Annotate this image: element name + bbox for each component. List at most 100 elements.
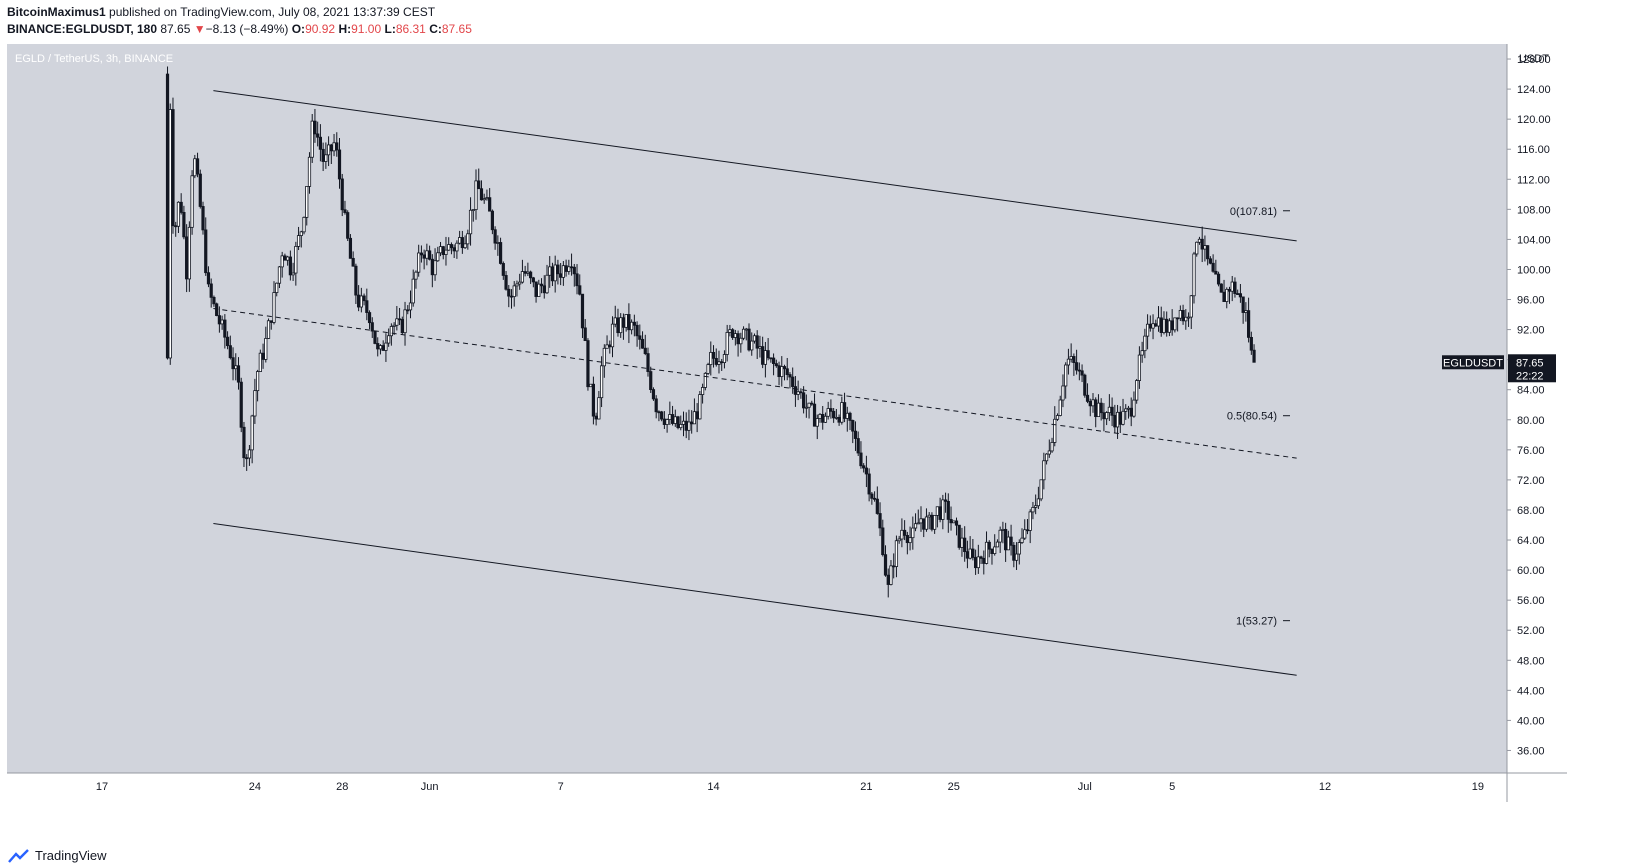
candle-body	[569, 266, 574, 269]
candle-body	[357, 294, 361, 308]
candle-body	[1249, 337, 1253, 351]
y-tick-label: 68.00	[1517, 505, 1545, 517]
candle-body	[591, 383, 596, 417]
candle-body	[228, 345, 232, 359]
y-tick-label: 128.00	[1517, 54, 1551, 66]
candle-body	[1184, 316, 1188, 322]
candle-body	[903, 529, 907, 536]
candle-body	[520, 271, 525, 283]
candle-body	[239, 381, 243, 428]
candle-body	[933, 514, 937, 530]
y-tick-label: 44.00	[1517, 685, 1545, 697]
candle-body	[507, 288, 511, 297]
chart-title: EGLD / TetherUS, 3h, BINANCE	[15, 53, 173, 65]
candle-body	[1044, 453, 1049, 462]
candle-body	[190, 175, 194, 228]
author-name[interactable]: BitcoinMaximus1	[7, 5, 106, 19]
candle-body	[1200, 238, 1204, 250]
candle-body	[1143, 335, 1147, 352]
candle-body	[845, 412, 849, 419]
candle-body	[471, 209, 475, 211]
candle-body	[930, 514, 934, 530]
y-tick-label: 72.00	[1517, 475, 1545, 487]
candle-body	[490, 210, 494, 231]
candle-body	[488, 197, 492, 212]
candle-body	[463, 243, 467, 249]
high-value: 91.00	[351, 22, 382, 36]
candle-body	[1216, 273, 1221, 285]
channel-mid	[213, 308, 1297, 459]
candle-body	[408, 302, 413, 311]
candle-body	[583, 327, 587, 342]
candle-body	[466, 233, 470, 245]
candle-body	[1151, 323, 1155, 329]
close-value: 87.65	[441, 22, 472, 36]
candle-body	[329, 144, 333, 152]
y-tick-label: 76.00	[1517, 445, 1545, 457]
candle-body	[378, 345, 383, 350]
candle-body	[905, 534, 909, 544]
candle-body	[711, 351, 716, 359]
candle-body	[589, 383, 593, 388]
candle-body	[703, 372, 707, 388]
candle-body	[1230, 281, 1234, 292]
price-chart[interactable]: 36.00 40.00 44.00 48.00 52.00 56.00 60.00 64.00…	[7, 44, 1567, 802]
candle-body	[1072, 356, 1076, 364]
candle-body	[305, 186, 309, 218]
x-tick-label: Jun	[421, 781, 439, 793]
candle-body	[946, 500, 950, 520]
candle-body	[750, 340, 754, 351]
candle-body	[864, 467, 869, 475]
candle-body	[957, 524, 961, 548]
candle-body	[479, 188, 484, 201]
candle-body	[531, 277, 535, 283]
candle-body	[572, 266, 576, 275]
candle-body	[1042, 460, 1046, 481]
candle-body	[744, 328, 748, 331]
candle-body	[602, 347, 606, 367]
candle-body	[799, 391, 803, 394]
candle-body	[886, 574, 890, 585]
candle-body	[654, 398, 658, 413]
candle-body	[275, 282, 279, 293]
candle-body	[632, 321, 636, 326]
candle-body	[627, 314, 631, 331]
candle-body	[974, 557, 978, 569]
candle-body	[1085, 394, 1090, 402]
candle-body	[943, 499, 948, 502]
candle-body	[949, 518, 953, 524]
brand-name[interactable]: TradingView	[35, 848, 107, 863]
candle-body	[354, 265, 358, 296]
candle-body	[1186, 316, 1191, 319]
chart-panel[interactable]: 36.00 40.00 44.00 48.00 52.00 56.00 60.00 64.00…	[7, 44, 1567, 802]
channel-lower	[213, 522, 1297, 676]
candle-body	[662, 418, 666, 425]
low-value: 86.31	[395, 22, 426, 36]
candle-body	[646, 353, 650, 372]
candle-body	[269, 320, 273, 323]
candle-body	[840, 402, 844, 423]
candle-body	[422, 254, 426, 259]
candle-body	[741, 328, 746, 339]
candle-body	[1058, 399, 1062, 416]
candle-body	[198, 173, 202, 207]
candle-body	[1036, 498, 1040, 507]
y-tick-label: 60.00	[1517, 565, 1545, 577]
candle-body	[231, 357, 235, 370]
y-tick-label: 96.00	[1517, 295, 1545, 307]
candle-body	[984, 541, 989, 564]
candle-body	[245, 457, 249, 460]
candle-body	[1075, 362, 1079, 371]
candle-body	[553, 264, 557, 282]
candle-body	[447, 244, 451, 251]
candle-body	[291, 272, 295, 276]
candle-body	[638, 335, 642, 340]
candle-body	[993, 546, 997, 554]
candle-body	[578, 285, 582, 295]
candle-body	[856, 438, 860, 454]
candle-body	[179, 201, 183, 213]
candle-body	[752, 335, 757, 342]
publish-info: BitcoinMaximus1 published on TradingView…	[7, 5, 435, 19]
down-arrow-icon: ▼	[193, 22, 206, 36]
candle-body	[692, 411, 697, 425]
